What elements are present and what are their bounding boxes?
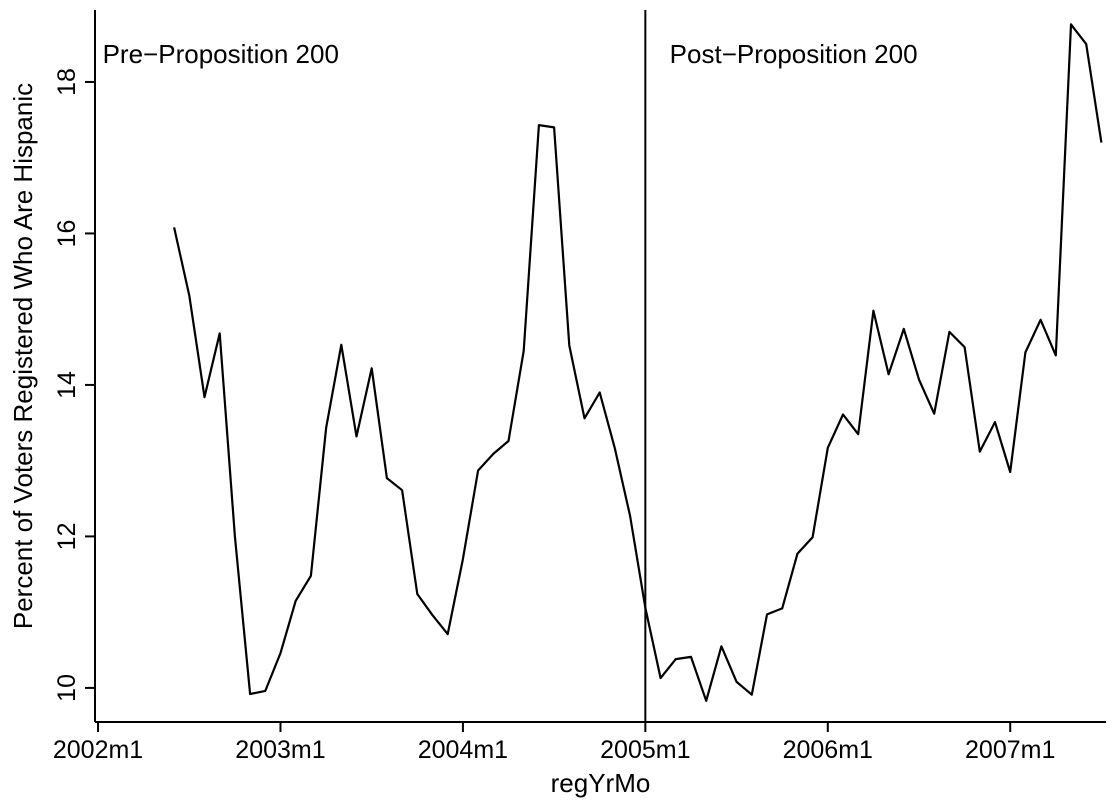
x-axis-ticks: 2002m1 2003m1 2004m1 2005m1 2006m1 2007m1 [53, 722, 1055, 764]
series-line [173, 23, 1103, 702]
y-tick-label: 14 [53, 371, 81, 399]
x-tick-label: 2004m1 [418, 736, 508, 764]
x-tick-label: 2007m1 [965, 736, 1055, 764]
axes: 10 12 14 16 18 2002m1 2003m1 2004m1 2005m1 2006m… [53, 10, 1106, 764]
y-axis-title: Percent of Voters Registered Who Are His… [8, 83, 38, 629]
x-tick-label: 2006m1 [783, 736, 873, 764]
y-tick-label: 16 [53, 220, 81, 248]
y-tick-label: 18 [53, 68, 81, 96]
x-tick-label: 2003m1 [235, 736, 325, 764]
pre-label: Pre−Proposition 200 [103, 39, 339, 69]
post-label: Post−Proposition 200 [670, 39, 918, 69]
y-tick-label: 12 [53, 523, 81, 551]
x-tick-label: 2005m1 [600, 736, 690, 764]
y-tick-label: 10 [53, 674, 81, 702]
annotations: Pre−Proposition 200 Post−Proposition 200 [103, 39, 918, 69]
y-axis-ticks: 10 12 14 16 18 [53, 68, 95, 702]
x-tick-label: 2002m1 [53, 736, 143, 764]
x-axis-title: regYrMo [551, 768, 651, 798]
